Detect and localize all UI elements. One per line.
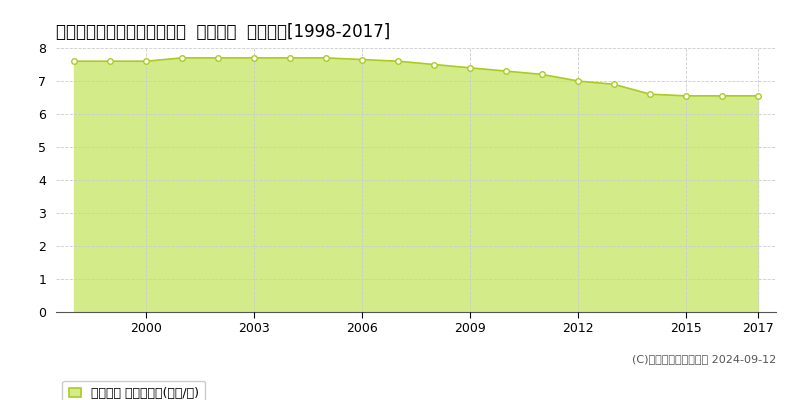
Text: (C)土地価格ドットコム 2024-09-12: (C)土地価格ドットコム 2024-09-12 [632, 354, 776, 364]
Text: 北海道北見市清月町７番１５  地価公示  地価推移[1998-2017]: 北海道北見市清月町７番１５ 地価公示 地価推移[1998-2017] [56, 23, 390, 41]
Legend: 地価公示 平均坪単価(万円/坪): 地価公示 平均坪単価(万円/坪) [62, 380, 206, 400]
